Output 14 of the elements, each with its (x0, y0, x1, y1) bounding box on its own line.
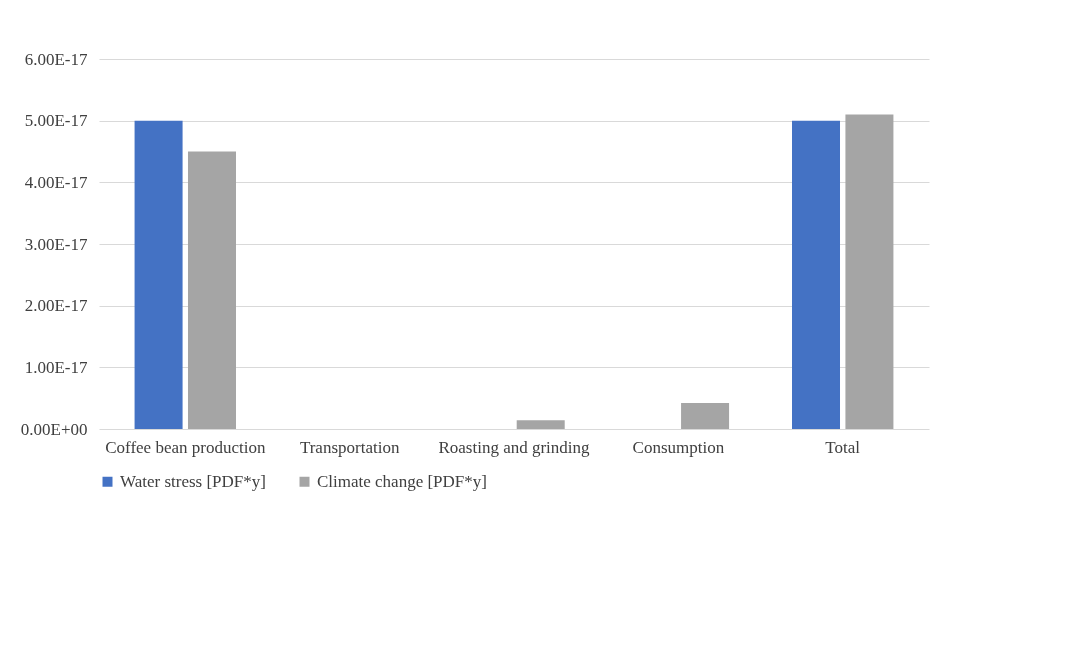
legend-label: Water stress [PDF*y] (120, 471, 266, 491)
y-tick-label: 3.00E-17 (24, 234, 88, 254)
y-tick-label: 5.00E-17 (24, 111, 88, 131)
y-tick-label: 6.00E-17 (24, 49, 88, 69)
x-tick-label: Coffee bean production (105, 437, 266, 457)
y-tick-label: 1.00E-17 (24, 357, 88, 377)
x-tick-label: Total (825, 437, 861, 457)
y-tick-label: 0.00E+00 (20, 419, 88, 439)
legend-label: Climate change [PDF*y] (317, 471, 487, 491)
x-tick-label: Transportation (299, 437, 400, 457)
y-tick-label: 4.00E-17 (24, 172, 88, 192)
x-tick-label: Consumption (632, 437, 725, 457)
x-tick-label: Roasting and grinding (438, 437, 591, 457)
y-tick-label: 2.00E-17 (24, 296, 88, 316)
